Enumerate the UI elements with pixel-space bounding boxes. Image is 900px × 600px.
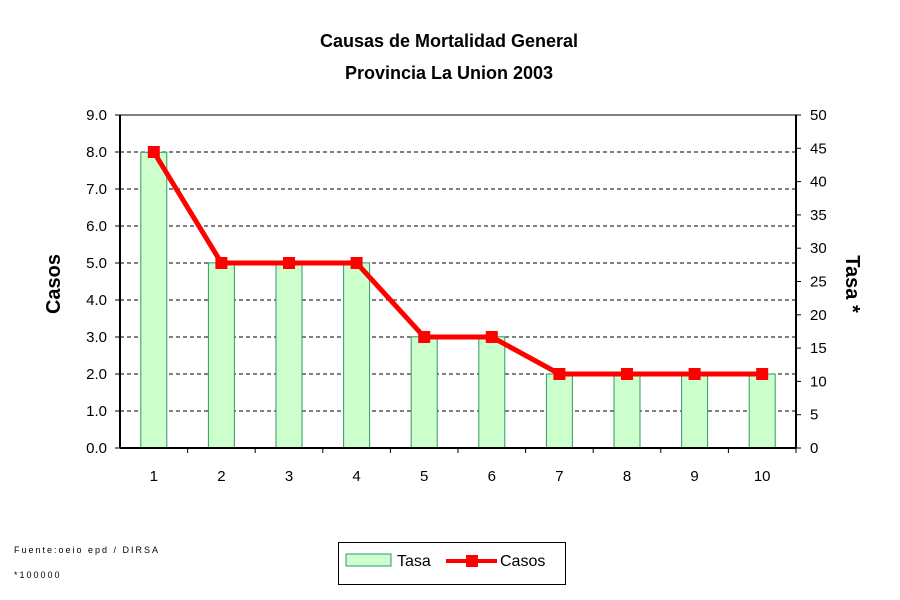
legend: Tasa Casos (338, 542, 566, 585)
y-axis-label: Casos (43, 254, 65, 314)
y-tick-label: 3.0 (86, 329, 107, 346)
casos-marker (688, 368, 701, 380)
y2-tick-label: 25 (810, 274, 827, 291)
y2-tick-label: 5 (810, 407, 818, 424)
y2-tick-label: 50 (810, 107, 827, 124)
y2-tick-label: 0 (810, 440, 818, 457)
legend-casos-marker (466, 555, 478, 567)
legend-tasa-label: Tasa (397, 553, 431, 570)
y2-tick-label: 35 (810, 207, 827, 224)
bar-tasa (478, 336, 506, 449)
casos-marker (283, 257, 295, 269)
casos-marker (215, 257, 228, 269)
bar-tasa (343, 262, 371, 449)
x-tick-label: 7 (555, 468, 563, 485)
y2-tick-label: 20 (810, 307, 827, 324)
x-tick-label: 10 (754, 468, 771, 485)
y2-tick-label: 45 (810, 140, 827, 157)
bar-tasa (681, 373, 709, 449)
y-tick-label: 5.0 (86, 255, 107, 272)
casos-marker (147, 146, 160, 158)
bar-tasa (140, 151, 168, 449)
y2-tick-label: 15 (810, 340, 827, 357)
casos-marker (350, 257, 363, 269)
y-tick-label: 4.0 (86, 292, 107, 309)
rate-note: *100000 (14, 570, 62, 580)
casos-marker (621, 368, 633, 380)
bar-tasa (748, 373, 776, 449)
y-tick-label: 8.0 (86, 144, 107, 161)
chart-subtitle: Provincia La Union 2003 (345, 63, 553, 83)
y2-tick-label: 30 (810, 240, 827, 257)
y-tick-label: 2.0 (86, 366, 107, 383)
x-tick-label: 2 (217, 468, 225, 485)
casos-marker (756, 368, 769, 380)
casos-marker (418, 331, 431, 343)
x-tick-label: 3 (285, 468, 293, 485)
bar-tasa (613, 373, 641, 449)
legend-tasa-swatch (345, 553, 392, 567)
legend-casos-label: Casos (500, 553, 545, 570)
bar-tasa (275, 262, 303, 449)
x-tick-label: 4 (352, 468, 360, 485)
casos-marker (553, 368, 566, 380)
source-note: Fuente:oeio epd / DIRSA (14, 545, 160, 555)
y2-axis-label: Tasa * (841, 255, 863, 313)
y-tick-label: 1.0 (86, 403, 107, 420)
casos-line (151, 150, 763, 377)
y-tick-label: 9.0 (86, 107, 107, 124)
x-tick-label: 6 (488, 468, 496, 485)
bar-tasa (410, 336, 438, 449)
y-tick-label: 7.0 (86, 181, 107, 198)
bar-tasa (545, 373, 573, 449)
casos-marker (485, 331, 498, 343)
y2-tick-label: 10 (810, 373, 827, 390)
bar-tasa (207, 262, 235, 449)
x-tick-label: 9 (690, 468, 698, 485)
x-tick-label: 5 (420, 468, 428, 485)
x-tick-label: 8 (623, 468, 631, 485)
chart-title: Causas de Mortalidad General (320, 31, 578, 51)
y-tick-label: 6.0 (86, 218, 107, 235)
x-tick-label: 1 (150, 468, 158, 485)
y2-tick-label: 40 (810, 174, 827, 191)
y-tick-label: 0.0 (86, 440, 107, 457)
